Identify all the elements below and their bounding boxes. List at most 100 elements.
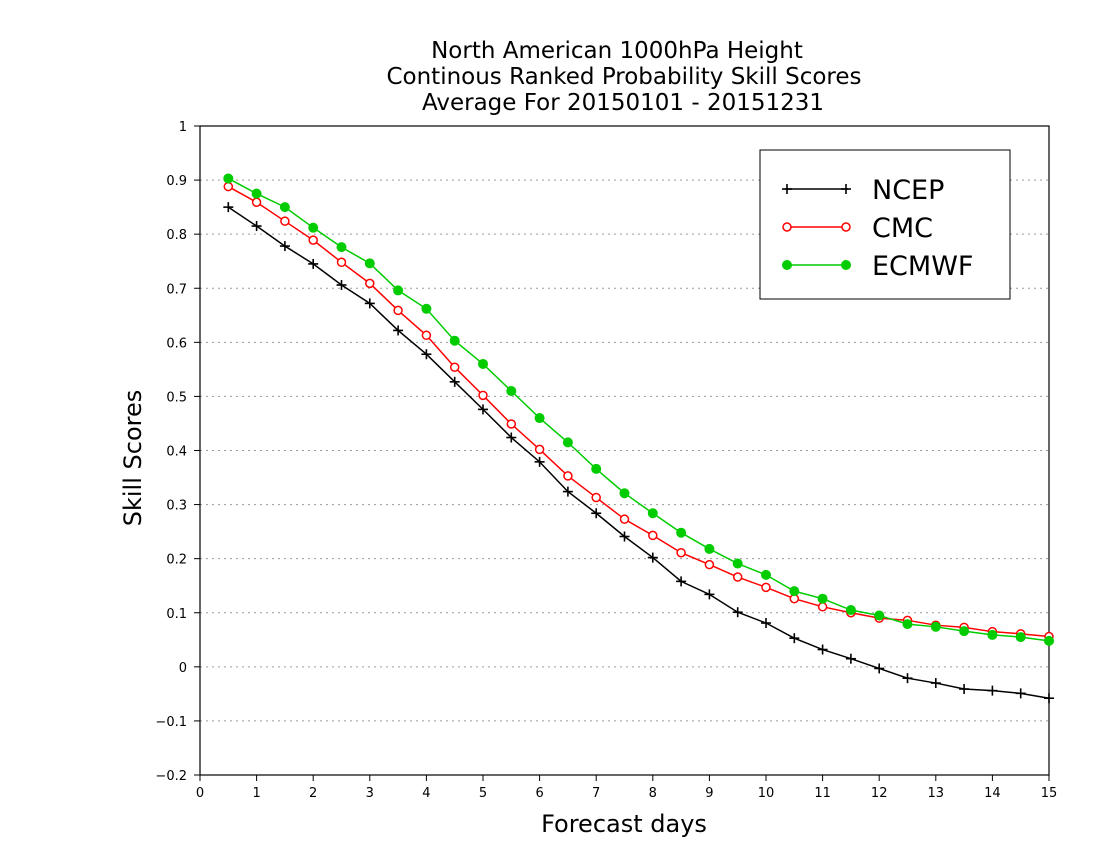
ecmwf-point xyxy=(959,626,970,637)
chart-title: North American 1000hPa Height Continous … xyxy=(386,38,861,116)
cmc-point xyxy=(393,305,403,316)
x-tick-label: 8 xyxy=(649,786,657,801)
title-line-2: Continous Ranked Probability Skill Score… xyxy=(386,64,861,90)
ecmwf-point xyxy=(449,335,460,346)
cmc-point xyxy=(534,444,545,455)
ncep-point xyxy=(591,508,602,519)
cmc-point xyxy=(704,559,715,570)
cmc-point xyxy=(336,257,347,268)
cmc-point xyxy=(619,514,630,524)
y-tick-label: 0.2 xyxy=(166,553,187,568)
ecmwf-point xyxy=(704,543,715,554)
title-line-3: Average For 20150101 - 20151231 xyxy=(422,90,824,116)
ncep-point xyxy=(959,684,970,695)
cmc-point xyxy=(676,547,686,558)
legend-marker-cmc xyxy=(841,222,851,232)
y-tick-label: 0.8 xyxy=(166,228,187,243)
ecmwf-point xyxy=(591,463,602,474)
ncep-point xyxy=(393,325,404,336)
cmc-point xyxy=(421,330,432,341)
cmc-point xyxy=(365,278,375,289)
cmc-point xyxy=(478,390,488,401)
y-tick-label: 0.4 xyxy=(166,445,187,460)
legend-label-cmc: CMC xyxy=(872,213,933,244)
x-tick-label: 10 xyxy=(758,786,775,801)
ecmwf-point xyxy=(336,242,347,253)
series-ncep xyxy=(223,202,1054,704)
cmc-point xyxy=(251,197,262,208)
y-tick-label: 0.5 xyxy=(166,390,187,405)
ecmwf-point xyxy=(619,488,630,499)
ecmwf-point xyxy=(732,558,743,569)
ecmwf-point xyxy=(874,610,885,621)
cmc-line xyxy=(227,185,1050,638)
cmc-point xyxy=(563,471,573,481)
y-axis-label: Skill Scores xyxy=(119,390,147,527)
legend-label-ecmwf: ECMWF xyxy=(872,251,973,282)
x-tick-label: 7 xyxy=(592,786,600,801)
y-tick-label: 0.9 xyxy=(166,174,187,189)
ecmwf-point xyxy=(1015,632,1026,643)
ncep-point xyxy=(902,673,913,684)
y-tick-label: 0.6 xyxy=(166,336,187,351)
y-tick-label: −0.1 xyxy=(155,715,187,730)
ecmwf-point xyxy=(930,621,941,632)
x-tick-label: 0 xyxy=(196,786,204,801)
x-axis-label: Forecast days xyxy=(541,810,707,838)
x-tick-label: 12 xyxy=(871,786,888,801)
ecmwf-point xyxy=(676,527,687,538)
cmc-point xyxy=(761,582,771,593)
ncep-point xyxy=(676,576,687,587)
ncep-point xyxy=(506,432,517,443)
x-tick-label: 11 xyxy=(814,786,831,801)
cmc-point xyxy=(506,419,517,429)
cmc-point xyxy=(732,572,743,582)
x-tick-label: 3 xyxy=(366,786,374,801)
y-axis: 1 0.9 0.8 0.7 0.6 0.5 0.4 0.3 0.2 0.1 0 −0.1 −0.2 xyxy=(155,120,200,784)
x-tick-label: 1 xyxy=(252,786,260,801)
legend-marker-ncep xyxy=(782,184,792,194)
cmc-point xyxy=(648,530,658,541)
ecmwf-point xyxy=(562,437,573,448)
ecmwf-point xyxy=(534,413,545,424)
y-tick-label: 1 xyxy=(179,120,187,135)
ecmwf-point xyxy=(223,173,234,184)
y-tick-label: 0.1 xyxy=(166,607,187,622)
ecmwf-point xyxy=(761,569,771,580)
legend-box xyxy=(759,149,1011,300)
ncep-point xyxy=(308,258,319,269)
ncep-point xyxy=(336,280,347,291)
ncep-point xyxy=(279,241,290,252)
ncep-point xyxy=(534,456,545,467)
series-layer xyxy=(223,173,1054,704)
ecmwf-point xyxy=(364,258,375,269)
y-tick-label: 0 xyxy=(179,661,187,676)
cmc-point xyxy=(591,492,601,503)
cmc-point xyxy=(449,362,460,372)
ecmwf-point xyxy=(393,285,404,296)
cmc-point xyxy=(817,602,828,612)
ecmwf-point xyxy=(478,358,488,369)
ncep-point xyxy=(761,618,771,629)
ecmwf-point xyxy=(308,222,319,233)
ncep-point xyxy=(1044,693,1054,704)
ncep-point xyxy=(619,531,630,542)
ncep-point xyxy=(732,607,743,618)
y-tick-label: 0.7 xyxy=(166,282,187,297)
ecmwf-point xyxy=(845,605,856,616)
ecmwf-point xyxy=(279,202,290,213)
x-tick-label: 6 xyxy=(535,786,543,801)
legend-marker-cmc xyxy=(782,222,792,232)
ncep-point xyxy=(364,298,375,309)
legend-item-cmc: CMC xyxy=(782,213,933,244)
x-tick-label: 9 xyxy=(705,786,713,801)
ecmwf-point xyxy=(251,188,262,199)
x-tick-label: 13 xyxy=(928,786,945,801)
y-tick-label: −0.2 xyxy=(155,769,187,784)
legend-marker-ecmwf xyxy=(782,260,792,270)
legend-label-ncep: NCEP xyxy=(872,175,944,206)
ecmwf-point xyxy=(902,619,913,630)
legend: NCEP CMC ECMWF xyxy=(759,149,1011,300)
ecmwf-point xyxy=(1044,635,1054,646)
x-tick-label: 5 xyxy=(479,786,487,801)
